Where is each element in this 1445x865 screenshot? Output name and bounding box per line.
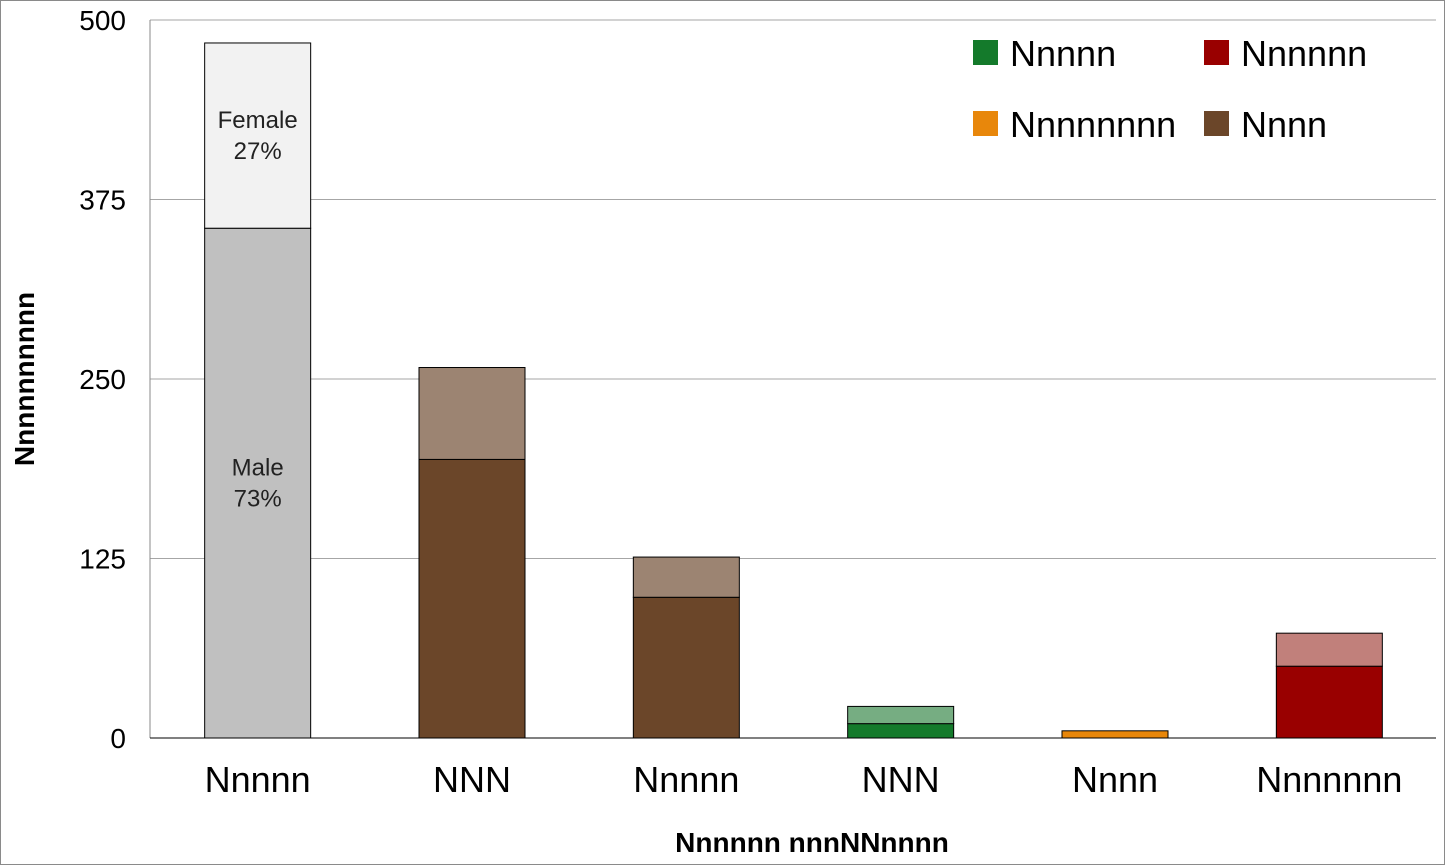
bar-segment-base (204, 227, 312, 739)
legend-swatch (1204, 40, 1229, 65)
bar-segment-base (418, 458, 526, 739)
x-tick-label: Nnnnn (633, 759, 739, 800)
bar-segment-base (1275, 665, 1383, 739)
plot-area (149, 20, 1436, 739)
bar-segment-base (632, 596, 740, 739)
bar-segment-top (204, 42, 312, 229)
legend-label: Nnnnnn (1241, 33, 1367, 74)
x-tick-labels: Nnnnn NNN Nnnnn NNN Nnnn Nnnnnnn (205, 759, 1403, 800)
y-tick-label: 250 (79, 364, 126, 395)
legend-swatch (1204, 111, 1229, 136)
gridlines (150, 19, 1436, 559)
y-axis-title: Nnnnnnnnnn (9, 292, 40, 466)
bar-annotation: Male (232, 455, 284, 482)
bar-segment-top (1275, 632, 1383, 667)
legend-swatch (973, 111, 998, 136)
y-tick-labels: 0 125 250 375 500 (79, 5, 126, 754)
legend-label: Nnnnnnnn (1010, 104, 1176, 145)
x-tick-label: NNN (433, 759, 511, 800)
bar-segment-top (632, 556, 740, 598)
x-tick-label: Nnnnnnn (1256, 759, 1402, 800)
legend-swatch (973, 40, 998, 65)
bars (204, 42, 1383, 739)
bar-segment-top (418, 367, 526, 460)
x-tick-label: Nnnnn (205, 759, 311, 800)
legend-label: Nnnnn (1010, 33, 1116, 74)
y-tick-label: 125 (79, 544, 126, 575)
bar-annotation: 73% (234, 486, 282, 513)
legend-label: Nnnn (1241, 104, 1327, 145)
y-tick-label: 375 (79, 185, 126, 216)
y-tick-label: 0 (110, 723, 126, 754)
x-tick-label: NNN (862, 759, 940, 800)
y-tick-label: 500 (79, 5, 126, 36)
bar-segment-base (847, 723, 955, 739)
bar-segment-base (1061, 730, 1169, 739)
bar-segment-top (847, 705, 955, 725)
x-axis-title: Nnnnnn nnnNNnnnn (675, 827, 949, 858)
bar-annotations: Female 27% Male 73% (218, 107, 298, 513)
bar-annotation: 27% (234, 138, 282, 165)
x-tick-label: Nnnn (1072, 759, 1158, 800)
legend: Nnnnn Nnnnnn Nnnnnnnn Nnnn (973, 33, 1367, 145)
bar-annotation: Female (218, 107, 298, 134)
